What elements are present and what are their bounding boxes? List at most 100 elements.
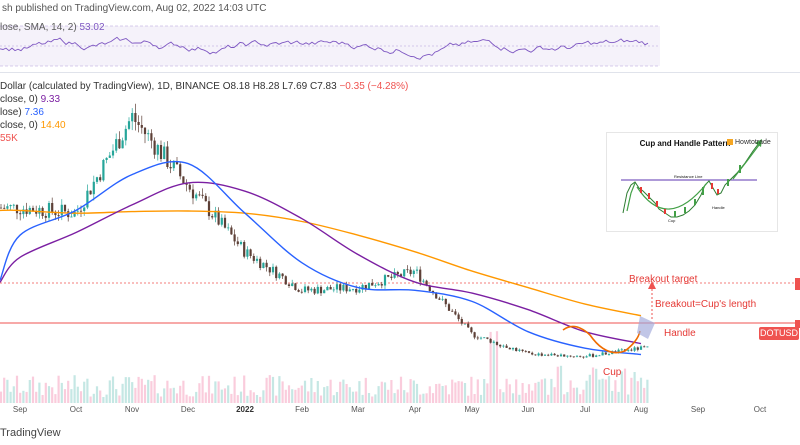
volume-bar [313, 392, 316, 403]
volume-bar [252, 392, 255, 403]
x-tick-label: Oct [69, 405, 83, 414]
inset-diagram [621, 139, 762, 218]
volume-bar [422, 393, 425, 403]
volume-bar [124, 377, 127, 403]
volume-bar [105, 394, 108, 403]
candle-body [143, 127, 147, 135]
volume-bar [70, 389, 73, 403]
candle-body [627, 349, 630, 351]
volume-bar [502, 392, 505, 403]
volume-bar [291, 389, 294, 403]
candle-body [287, 284, 291, 286]
candle-body [374, 285, 377, 287]
candle-body [198, 194, 201, 196]
candle-body [454, 311, 457, 315]
volume-bar [99, 390, 102, 403]
volume-bar [51, 387, 54, 403]
candle-body [438, 298, 441, 300]
volume-bar [364, 377, 367, 403]
candle-body [601, 352, 604, 356]
candle-body [505, 345, 508, 348]
candle-body [582, 356, 585, 358]
volume-bar [377, 386, 380, 403]
price-chart[interactable] [0, 73, 800, 403]
volume-bar [447, 394, 451, 403]
candle-body [595, 355, 598, 357]
candle-body [329, 287, 332, 290]
volume-bar [35, 391, 38, 403]
candle-body [646, 346, 649, 348]
candle-body [191, 189, 195, 199]
volume-bar [425, 393, 428, 403]
candle-body [73, 211, 76, 217]
pane-separator[interactable] [0, 72, 800, 73]
volume-bar [342, 379, 345, 403]
volume-bar [41, 395, 44, 403]
inset-title: Cup and Handle Pattern [639, 139, 731, 148]
candle-body [511, 348, 515, 350]
x-tick-label: Dec [180, 405, 196, 414]
candle-body [633, 347, 636, 351]
volume-bar [12, 386, 15, 403]
candle-body [387, 275, 390, 277]
volume-bar [399, 376, 403, 403]
volume-bar [505, 378, 508, 403]
candle-body [166, 146, 169, 167]
candle-body [367, 282, 371, 289]
candle-body [15, 204, 19, 214]
volume-bar [451, 379, 454, 403]
resistance-level-marker [795, 320, 800, 328]
candle-body [332, 289, 335, 291]
volume-bar [588, 374, 591, 403]
time-axis[interactable]: Sep Oct Nov Dec 2022 Feb Mar Apr May Jun Jul Aug Sep… [0, 403, 800, 417]
candle-body [111, 150, 115, 156]
volume-bar [601, 378, 604, 403]
volume-bar [531, 390, 534, 403]
volume-bar [44, 382, 47, 403]
candle-body [268, 267, 271, 273]
volume-bar [287, 385, 291, 403]
volume-bar [297, 387, 300, 403]
volume-bar [460, 381, 463, 403]
candle-body [598, 355, 601, 357]
candle-body [508, 347, 511, 350]
volume-bar [380, 381, 383, 403]
candle-body [31, 207, 35, 212]
volume-bar [233, 376, 236, 403]
candle-body [79, 210, 83, 212]
volume-bar [547, 394, 550, 403]
volume-bar [188, 396, 191, 403]
candle-body [428, 285, 431, 291]
volume-bar [28, 380, 31, 403]
rsi-legend: lose, SMA, 14, 2) 53.02 [0, 22, 105, 33]
volume-bar [575, 387, 579, 403]
volume-bar [102, 397, 105, 403]
cup-outline [562, 325, 641, 354]
candle-body [185, 183, 188, 185]
volume-bar [76, 386, 79, 403]
candle-body [435, 292, 438, 299]
x-tick-label: Feb [295, 405, 309, 414]
rsi-pane: lose, SMA, 14, 2) 53.02 [0, 18, 800, 70]
volume-bar [147, 379, 150, 403]
sma-200-line [0, 209, 642, 317]
volume-bar [294, 389, 297, 403]
volume-bar [367, 393, 371, 403]
volume-bar [633, 372, 636, 403]
volume-bar [636, 381, 639, 403]
candle-body [531, 352, 534, 355]
candle-body [252, 256, 255, 261]
volume-bar [300, 385, 303, 403]
volume-bar [191, 396, 195, 403]
volume-bar [316, 381, 319, 403]
volume-bar [156, 393, 159, 403]
candle-body [233, 234, 236, 242]
volume-bar [95, 386, 99, 403]
inset-brand: Howtotrade [727, 139, 771, 146]
handle-flag [637, 316, 655, 339]
volume-bar [540, 379, 543, 403]
candle-body [188, 184, 191, 190]
volume-bar [265, 377, 268, 403]
volume-bar [566, 392, 569, 403]
volume-bar [115, 389, 118, 403]
